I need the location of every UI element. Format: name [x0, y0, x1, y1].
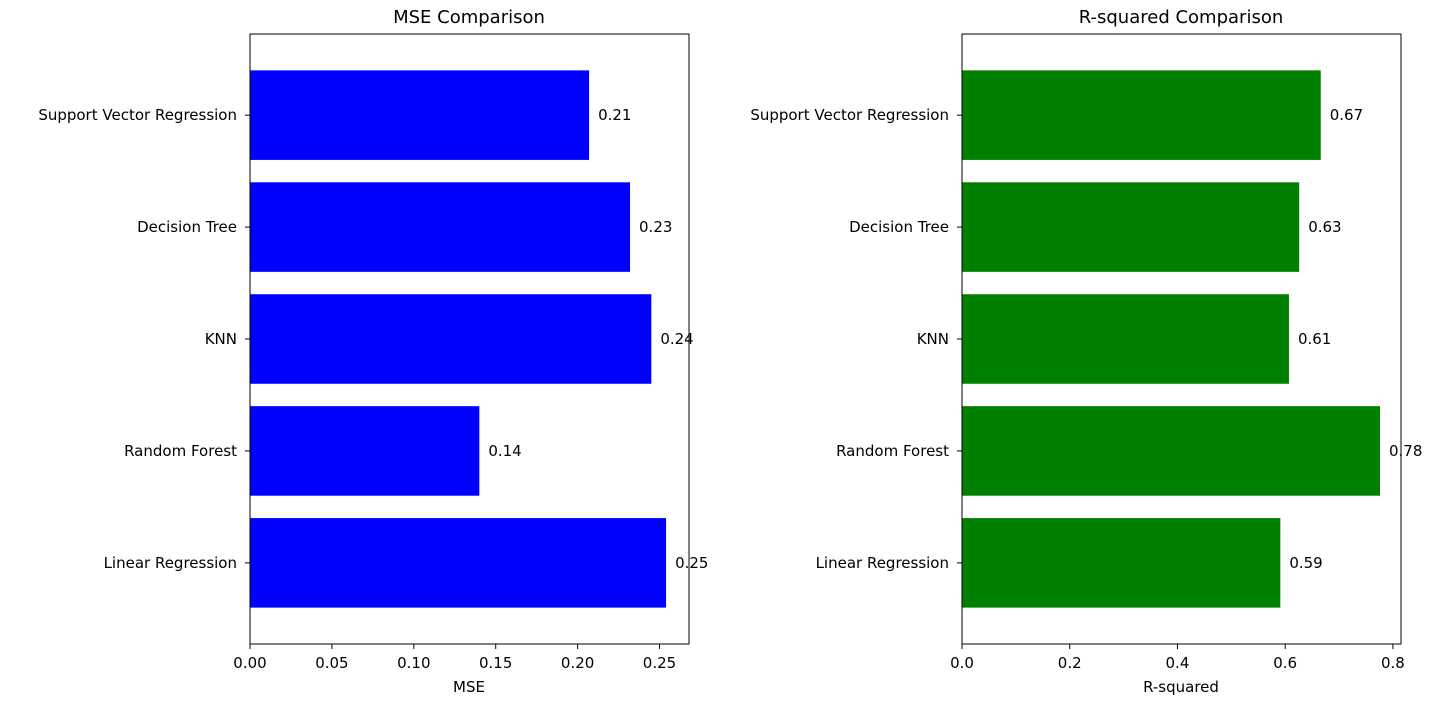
mse-bar-support-vector-regression — [250, 70, 590, 160]
mse-x-axis-label: MSE — [453, 678, 485, 696]
r-squared-bar-random-forest — [962, 406, 1380, 496]
r-squared-xtick-label-0: 0.0 — [950, 654, 974, 672]
mse-xtick-label-2: 0.10 — [397, 654, 430, 672]
r-squared-value-label-random-forest: 0.78 — [1389, 442, 1422, 460]
r-squared-value-label-linear-regression: 0.59 — [1289, 554, 1322, 572]
mse-ytick-label-support-vector-regression: Support Vector Regression — [38, 106, 237, 124]
r-squared-chart: R-squared Comparison 0.59 0.78 0.61 0.63 0.6… — [750, 7, 1422, 696]
r-squared-chart-title: R-squared Comparison — [1079, 7, 1284, 28]
mse-ytick-label-linear-regression: Linear Regression — [104, 554, 237, 572]
r-squared-ytick-label-random-forest: Random Forest — [836, 442, 949, 460]
mse-bar-linear-regression — [250, 518, 667, 608]
mse-value-label-random-forest: 0.14 — [488, 442, 521, 460]
r-squared-xtick-label-1: 0.2 — [1058, 654, 1082, 672]
mse-bars — [250, 70, 667, 608]
mse-bar-knn — [250, 294, 652, 384]
r-squared-bar-decision-tree — [962, 182, 1300, 272]
r-squared-bar-linear-regression — [962, 518, 1281, 608]
mse-chart: MSE Comparison 0.25 0.14 0.24 0.23 0.21 Line… — [38, 7, 708, 696]
mse-chart-title: MSE Comparison — [393, 7, 545, 28]
mse-xtick-label-1: 0.05 — [315, 654, 348, 672]
mse-ytick-label-decision-tree: Decision Tree — [137, 218, 237, 236]
mse-value-label-knn: 0.24 — [660, 330, 693, 348]
mse-xtick-label-5: 0.25 — [643, 654, 676, 672]
r-squared-value-labels: 0.59 0.78 0.61 0.63 0.67 — [1289, 106, 1422, 572]
r-squared-ytick-label-knn: KNN — [917, 330, 949, 348]
mse-ytick-label-knn: KNN — [205, 330, 237, 348]
r-squared-value-label-support-vector-regression: 0.67 — [1330, 106, 1363, 124]
r-squared-xtick-label-4: 0.8 — [1381, 654, 1405, 672]
mse-y-axis: Linear Regression Random Forest KNN Decisio… — [38, 106, 250, 572]
r-squared-value-label-decision-tree: 0.63 — [1308, 218, 1341, 236]
mse-value-labels: 0.25 0.14 0.24 0.23 0.21 — [488, 106, 708, 572]
r-squared-bars — [962, 70, 1380, 608]
mse-bar-random-forest — [250, 406, 480, 496]
mse-ytick-label-random-forest: Random Forest — [124, 442, 237, 460]
mse-x-axis: 0.00 0.05 0.10 0.15 0.20 0.25 — [233, 644, 676, 672]
mse-xtick-label-4: 0.20 — [561, 654, 594, 672]
r-squared-value-label-knn: 0.61 — [1298, 330, 1331, 348]
mse-value-label-decision-tree: 0.23 — [639, 218, 672, 236]
r-squared-xtick-label-2: 0.4 — [1166, 654, 1190, 672]
mse-xtick-label-3: 0.15 — [479, 654, 512, 672]
r-squared-x-axis: 0.0 0.2 0.4 0.6 0.8 — [950, 644, 1405, 672]
r-squared-xtick-label-3: 0.6 — [1273, 654, 1297, 672]
r-squared-ytick-label-linear-regression: Linear Regression — [816, 554, 949, 572]
mse-value-label-linear-regression: 0.25 — [675, 554, 708, 572]
r-squared-ytick-label-support-vector-regression: Support Vector Regression — [750, 106, 949, 124]
r-squared-ytick-label-decision-tree: Decision Tree — [849, 218, 949, 236]
mse-value-label-support-vector-regression: 0.21 — [598, 106, 631, 124]
mse-bar-decision-tree — [250, 182, 631, 272]
r-squared-bar-knn — [962, 294, 1289, 384]
r-squared-bar-support-vector-regression — [962, 70, 1321, 160]
r-squared-y-axis: Linear Regression Random Forest KNN Decisio… — [750, 106, 962, 572]
r-squared-x-axis-label: R-squared — [1143, 678, 1219, 696]
mse-xtick-label-0: 0.00 — [233, 654, 266, 672]
